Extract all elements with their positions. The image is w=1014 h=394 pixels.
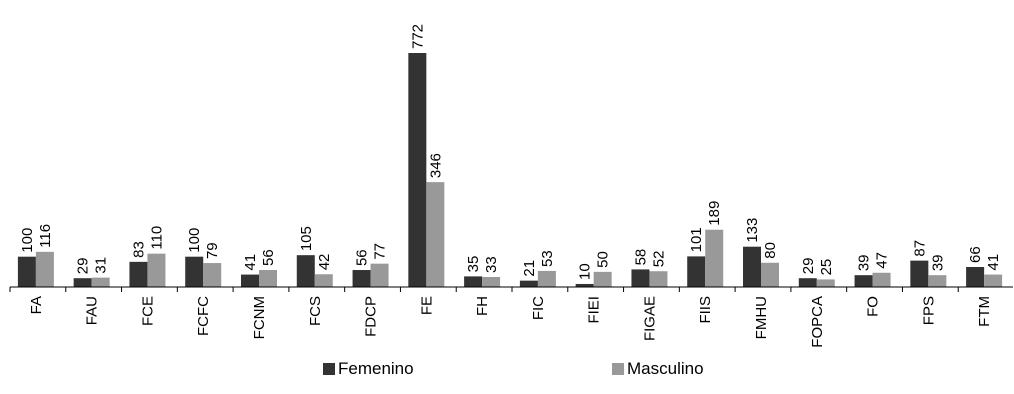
data-label-femenino-fh: 35: [465, 256, 482, 273]
bar-masculino-fiei: [593, 271, 612, 287]
data-label-femenino-fps: 87: [911, 240, 928, 257]
x-tick-label-figae: FIGAE: [641, 296, 658, 341]
data-label-masculino-fps: 39: [929, 254, 946, 271]
x-tick-label-fdcp: FDCP: [363, 296, 380, 337]
data-label-masculino-fcnm: 56: [260, 249, 277, 266]
bar-masculino-fce: [147, 253, 166, 287]
bar-masculino-fh: [482, 276, 501, 287]
data-label-femenino-fopca: 29: [800, 258, 817, 275]
bar-masculino-fdcp: [370, 263, 389, 287]
data-label-masculino-fic: 53: [539, 250, 556, 267]
bar-masculino-fmhu: [761, 262, 779, 287]
x-tick-label-fau: FAU: [84, 296, 101, 325]
data-label-masculino-fo: 47: [874, 252, 891, 269]
data-label-femenino-fiei: 10: [577, 263, 594, 280]
bar-femenino-fh: [464, 276, 483, 287]
x-tick-label-fcfc: FCFC: [195, 296, 212, 336]
data-label-femenino-figae: 58: [632, 249, 649, 266]
data-label-masculino-fh: 33: [483, 256, 500, 273]
bar-masculino-fcs: [314, 274, 333, 287]
data-label-femenino-fa: 100: [19, 228, 36, 253]
bar-femenino-fcnm: [241, 274, 259, 287]
data-label-masculino-fa: 116: [37, 224, 54, 248]
bar-femenino-fmhu: [743, 246, 761, 287]
bar-femenino-fau: [73, 278, 92, 287]
bar-femenino-fdcp: [352, 270, 371, 287]
bar-masculino-figae: [649, 271, 668, 287]
bar-femenino-fiei: [575, 283, 594, 287]
data-label-masculino-fce: 110: [148, 226, 165, 250]
x-axis: FA FAU FCE FCFC FCNM FCS FDCP FE FH FIC FIEI FIGAE F…: [9, 286, 1013, 348]
x-tick-label-fmhu: FMHU: [753, 296, 770, 339]
data-label-masculino-fmhu: 80: [762, 242, 779, 259]
x-tick-label-fiis: FIIS: [697, 296, 714, 324]
data-label-femenino-fo: 39: [856, 254, 873, 271]
x-tick-label-fce: FCE: [139, 296, 156, 326]
bar-masculino-fps: [928, 275, 947, 287]
legend-label-masculino: Masculino: [627, 359, 704, 378]
data-label-masculino-fau: 31: [93, 257, 110, 274]
bar-femenino-fcfc: [185, 256, 204, 287]
bar-masculino-fcnm: [259, 270, 277, 287]
bars-layer: [17, 53, 1003, 287]
data-label-femenino-fcnm: 41: [242, 254, 259, 271]
bar-masculino-fopca: [816, 279, 835, 287]
bar-masculino-fcfc: [203, 263, 222, 287]
bar-femenino-fe: [408, 53, 427, 287]
data-label-femenino-fau: 29: [75, 258, 92, 275]
data-label-femenino-fcs: 105: [298, 226, 315, 251]
x-tick-label-fcs: FCS: [307, 296, 324, 326]
bar-masculino-fau: [91, 277, 110, 287]
bar-femenino-fa: [17, 256, 36, 287]
x-tick-label-fic: FIC: [530, 296, 547, 320]
bar-masculino-fa: [35, 251, 54, 287]
x-tick-label-fcnm: FCNM: [251, 296, 268, 339]
data-label-femenino-fce: 83: [130, 241, 147, 258]
legend-label-femenino: Femenino: [338, 359, 414, 378]
data-label-masculino-fiis: 189: [706, 201, 723, 226]
bar-masculino-fic: [537, 270, 556, 287]
data-label-femenino-fmhu: 133: [744, 218, 761, 243]
x-tick-label-fopca: FOPCA: [809, 296, 826, 348]
bar-femenino-ftm: [966, 266, 985, 287]
bar-femenino-fps: [910, 260, 929, 287]
data-label-masculino-fe: 346: [427, 153, 444, 178]
data-label-femenino-fe: 772: [409, 24, 426, 49]
bar-masculino-ftm: [984, 274, 1003, 287]
data-label-masculino-figae: 52: [650, 251, 667, 268]
x-tick-label-fa: FA: [28, 296, 45, 314]
bar-femenino-fcs: [296, 255, 315, 287]
data-label-femenino-fdcp: 56: [354, 249, 371, 266]
legend: Femenino Masculino: [323, 359, 704, 378]
data-label-masculino-ftm: 41: [985, 254, 1002, 271]
data-label-femenino-fiis: 101: [688, 227, 705, 252]
bar-femenino-fic: [519, 280, 538, 287]
data-label-masculino-fdcp: 77: [372, 243, 389, 260]
legend-swatch-femenino: [323, 363, 335, 375]
data-label-masculino-fopca: 25: [818, 259, 835, 276]
data-label-femenino-ftm: 66: [967, 246, 984, 263]
bar-masculino-fe: [426, 182, 445, 287]
bar-femenino-figae: [631, 269, 650, 287]
bar-femenino-fce: [129, 261, 148, 287]
x-tick-label-ftm: FTM: [976, 296, 993, 327]
x-tick-label-fiei: FIEI: [586, 296, 603, 324]
x-tick-label-fe: FE: [418, 296, 435, 315]
bar-masculino-fo: [872, 272, 891, 287]
bar-femenino-fopca: [798, 278, 817, 287]
legend-swatch-masculino: [612, 363, 624, 375]
data-label-masculino-fcs: 42: [316, 254, 333, 271]
data-label-femenino-fic: 21: [521, 260, 538, 277]
bar-masculino-fiis: [705, 229, 724, 287]
data-label-femenino-fcfc: 100: [186, 228, 203, 253]
bar-femenino-fo: [854, 275, 873, 287]
x-tick-label-fps: FPS: [920, 296, 937, 325]
data-label-masculino-fcfc: 79: [204, 242, 221, 259]
x-tick-label-fh: FH: [474, 296, 491, 316]
data-label-masculino-fiei: 50: [595, 251, 612, 268]
bar-femenino-fiis: [687, 256, 706, 287]
x-tick-label-fo: FO: [865, 296, 882, 317]
